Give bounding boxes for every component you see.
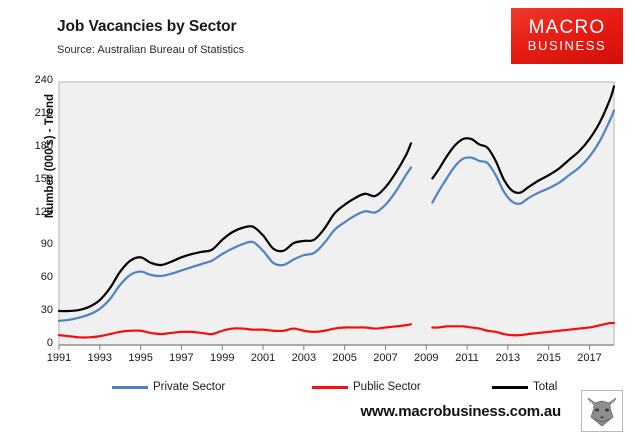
y-axis-tick-label: 120 <box>34 205 53 218</box>
plot-background <box>58 81 615 346</box>
x-axis-tick-label: 1995 <box>128 352 153 364</box>
y-axis-tick-label: 90 <box>40 238 53 251</box>
x-axis-tick-label: 2017 <box>577 352 602 364</box>
series-line-total-seg0 <box>57 142 413 313</box>
y-axis-tick-label: 240 <box>34 74 53 86</box>
x-axis-tick-label: 2015 <box>536 352 561 364</box>
macrobusiness-logo[interactable]: MACRO BUSINESS <box>511 8 623 64</box>
legend-swatch-total <box>492 385 528 389</box>
x-axis-tick-label: 2003 <box>291 352 317 364</box>
y-axis-tick-label: 210 <box>34 106 53 119</box>
fox-head-icon <box>581 390 623 432</box>
series-line-public-sector-seg0 <box>57 323 413 339</box>
chart-source-note: Source: Australian Bureau of Statistics <box>57 44 245 56</box>
series-line-public-sector-seg1 <box>431 321 616 337</box>
legend-item-label: Public Sector <box>353 381 421 393</box>
legend-item-total[interactable]: Total <box>492 381 557 393</box>
logo-text-macro: MACRO <box>528 17 606 39</box>
y-axis-tick-label: 30 <box>40 304 53 317</box>
series-line-total-seg1 <box>431 85 616 194</box>
page-title: Job Vacancies by Sector <box>57 18 237 35</box>
x-axis-tick-label: 2007 <box>373 352 398 364</box>
fox-head-glyph <box>587 397 617 427</box>
x-axis-tick-label: 2013 <box>495 352 521 364</box>
y-axis-tick-label: 60 <box>40 271 53 284</box>
x-axis-tick-label: 2009 <box>414 352 439 364</box>
x-axis-tick-label: 1991 <box>46 352 72 364</box>
legend-item-label: Private Sector <box>153 381 226 393</box>
legend-swatch-private <box>112 385 148 389</box>
x-axis-tick-label: 2001 <box>250 352 276 364</box>
chart-legend: Private Sector Public Sector Total <box>59 381 559 401</box>
y-axis-tick-label: 0 <box>46 337 53 349</box>
x-axis-tick-label: 1993 <box>87 352 113 364</box>
series-line-private-sector-seg0 <box>57 166 413 322</box>
x-axis-tick-label: 1999 <box>209 352 235 364</box>
legend-swatch-public <box>312 385 348 389</box>
y-axis-tick-label: 180 <box>34 139 53 152</box>
legend-item-public-sector[interactable]: Public Sector <box>312 381 421 393</box>
site-url[interactable]: www.macrobusiness.com.au <box>360 403 561 420</box>
x-axis-tick-label: 2011 <box>455 352 479 364</box>
x-axis-tick-label: 1997 <box>169 352 194 364</box>
x-axis-tick-label: 2005 <box>332 352 357 364</box>
legend-item-label: Total <box>533 381 558 393</box>
y-axis-tick-label: 150 <box>34 172 53 185</box>
logo-text-business: BUSINESS <box>527 38 607 53</box>
series-line-private-sector-seg1 <box>431 109 616 205</box>
legend-item-private-sector[interactable]: Private Sector <box>112 381 225 393</box>
